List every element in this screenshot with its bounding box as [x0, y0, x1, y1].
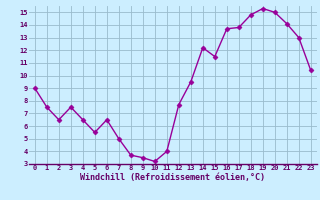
X-axis label: Windchill (Refroidissement éolien,°C): Windchill (Refroidissement éolien,°C)	[80, 173, 265, 182]
